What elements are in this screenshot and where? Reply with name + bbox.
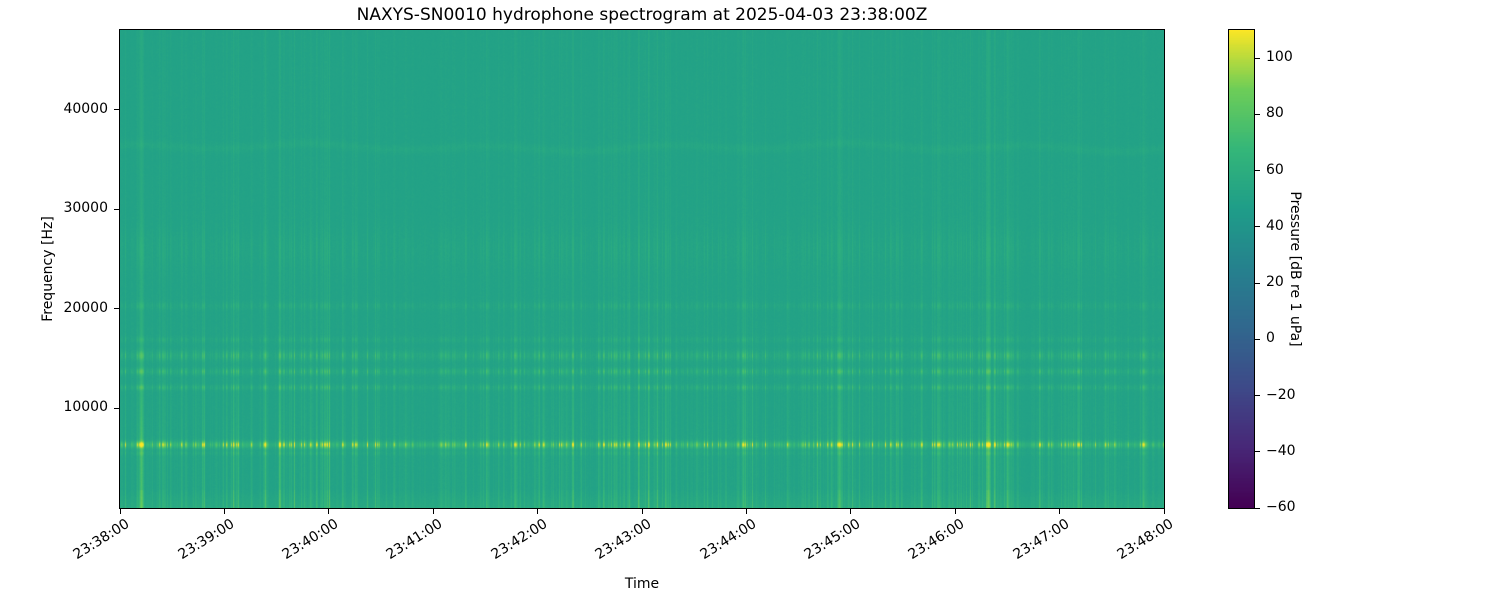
x-tick-mark <box>432 509 434 514</box>
colorbar-tick-label: 80 <box>1266 105 1284 122</box>
y-tick-label: 10000 <box>63 399 108 416</box>
y-tick-mark <box>114 208 119 210</box>
x-tick-label: 23:45:00 <box>801 516 864 563</box>
colorbar-tick-mark <box>1255 451 1260 453</box>
x-tick-mark <box>641 509 643 514</box>
x-tick-mark <box>1163 509 1165 514</box>
x-tick-label: 23:43:00 <box>592 516 655 563</box>
colorbar-tick-mark <box>1255 226 1260 228</box>
colorbar <box>1228 29 1255 509</box>
colorbar-tick-label: −20 <box>1266 386 1296 403</box>
x-tick-mark <box>328 509 330 514</box>
y-tick-mark <box>114 109 119 111</box>
x-tick-label: 23:38:00 <box>70 516 133 563</box>
x-tick-label: 23:44:00 <box>697 516 759 563</box>
x-tick-label: 23:42:00 <box>488 516 551 563</box>
x-tick-mark <box>1059 509 1061 514</box>
chart-title: NAXYS-SN0010 hydrophone spectrogram at 2… <box>356 5 928 25</box>
colorbar-tick-mark <box>1255 395 1260 397</box>
colorbar-tick-mark <box>1255 113 1260 115</box>
x-tick-label: 23:47:00 <box>1010 516 1073 563</box>
x-tick-label: 23:41:00 <box>383 516 446 563</box>
spectrogram-canvas <box>120 30 1164 508</box>
x-tick-mark <box>223 509 225 514</box>
x-tick-label: 23:39:00 <box>175 516 237 563</box>
plot-area <box>119 29 1165 509</box>
colorbar-tick-label: 60 <box>1266 161 1284 178</box>
colorbar-tick-label: −40 <box>1266 442 1296 459</box>
x-tick-mark <box>119 509 121 514</box>
y-tick-label: 20000 <box>63 299 108 316</box>
x-tick-mark <box>850 509 852 514</box>
y-tick-mark <box>114 407 119 409</box>
colorbar-canvas <box>1229 30 1254 508</box>
colorbar-tick-label: −60 <box>1266 499 1296 515</box>
x-tick-label: 23:48:00 <box>1114 516 1177 563</box>
colorbar-label: Pressure [dB re 1 uPa] <box>1287 191 1303 347</box>
colorbar-tick-label: 100 <box>1266 49 1293 66</box>
x-tick-mark <box>954 509 956 514</box>
x-tick-label: 23:46:00 <box>905 516 968 563</box>
x-tick-mark <box>745 509 747 514</box>
x-axis-label: Time <box>624 576 660 592</box>
colorbar-tick-mark <box>1255 170 1260 172</box>
colorbar-tick-mark <box>1255 338 1260 340</box>
colorbar-tick-mark <box>1255 507 1260 509</box>
colorbar-tick-label: 20 <box>1266 274 1284 291</box>
colorbar-tick-mark <box>1255 282 1260 284</box>
y-tick-mark <box>114 308 119 310</box>
y-tick-label: 40000 <box>63 100 108 117</box>
colorbar-tick-mark <box>1255 57 1260 59</box>
y-tick-label: 30000 <box>63 200 108 217</box>
colorbar-tick-label: 40 <box>1266 217 1284 234</box>
x-tick-label: 23:40:00 <box>279 516 342 563</box>
colorbar-tick-label: 0 <box>1266 330 1275 347</box>
x-tick-mark <box>537 509 539 514</box>
